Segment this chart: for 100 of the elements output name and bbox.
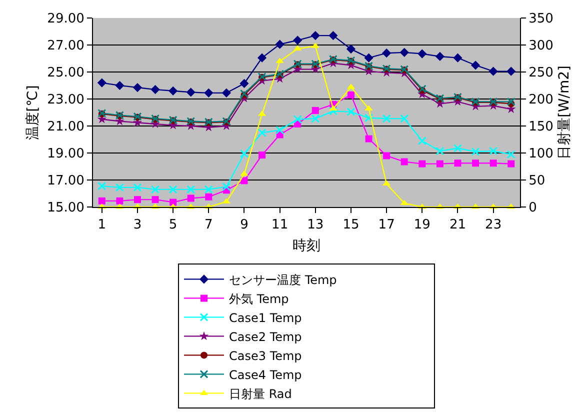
y2-tick-label: 200 [528,92,554,108]
x-axis-title: 時刻 [292,238,320,254]
point [240,78,249,88]
point [116,197,124,204]
point [258,152,266,159]
x-tick-label: 5 [168,218,178,233]
point [382,48,392,58]
x-tick-label: 21 [449,218,466,233]
point [506,66,516,76]
point [418,160,426,168]
y-tick-label: 15.00 [47,200,84,216]
y2-tick-label: 50 [528,174,546,189]
point [152,196,159,204]
point [418,49,427,58]
point [436,146,444,156]
point [400,158,408,166]
point [187,194,194,202]
point [400,114,409,123]
x-tick-label: 11 [272,218,288,233]
y-tick-label: 25.00 [47,66,84,81]
x-tick-label: 7 [204,218,213,233]
point [204,88,214,98]
y2-tick-label: 300 [528,38,554,54]
point [115,80,124,90]
point [151,185,160,194]
point [170,198,177,206]
y2-tick-label: 0 [528,200,537,216]
point [400,48,409,57]
y-tick-label: 27.00 [47,38,84,54]
point [418,136,426,146]
x-tick-label: 3 [133,218,142,233]
x-tick-label: 19 [414,218,430,233]
y-tick-label: 17.00 [47,174,84,189]
point [471,147,480,156]
point [453,53,462,62]
point [508,160,515,168]
point [435,52,444,62]
point [275,40,284,49]
x-tick-label: 23 [485,218,502,233]
point [328,106,338,116]
point [346,108,356,116]
point [257,53,267,62]
point [470,60,480,70]
y-tick-label: 21.00 [47,120,84,135]
point [436,160,444,168]
legend-label: 外気 Temp [229,292,289,306]
point [293,36,302,45]
point [294,45,302,51]
point [472,160,480,167]
x-tick-label: 9 [240,218,248,233]
point [204,185,213,194]
point [133,183,142,192]
point [312,106,319,114]
point [293,115,302,124]
point [490,160,497,167]
point [489,146,498,156]
point [365,135,372,142]
point [98,197,106,204]
legend-label: 日射量 Rad [229,386,292,401]
point [364,114,374,122]
point [311,114,320,123]
y2-axis-title: 日射量[W/m2] [556,65,573,160]
point [488,66,498,76]
point [382,114,391,123]
point [506,150,516,159]
point [328,31,338,40]
point [168,185,178,194]
point [346,44,356,54]
point [240,177,248,184]
point [240,149,248,158]
legend-label: Case2 Temp [229,330,302,344]
point [132,82,142,92]
point [97,78,106,88]
point [98,182,106,190]
point [383,152,390,160]
point [134,196,141,204]
y2-tick-label: 250 [528,66,554,81]
point [205,193,212,200]
point [115,183,124,192]
point [258,128,266,137]
point [382,180,391,186]
y-axis-title: 温度[℃] [24,85,41,140]
point [186,88,196,97]
point [506,97,516,106]
legend-label: センサー温度 Temp [229,272,337,287]
x-tick-label: 1 [98,218,106,233]
point [454,160,462,167]
y-tick-label: 19.00 [47,146,84,162]
point [222,182,231,191]
y2-tick-label: 100 [528,146,554,162]
point [310,31,320,40]
point [168,86,178,96]
legend-label: Case1 Temp [229,310,302,325]
y2-tick-label: 150 [528,120,554,135]
x-tick-label: 17 [378,218,395,233]
point [150,85,160,94]
point [186,185,196,194]
point [276,126,284,134]
legend-label: Case4 Temp [229,368,302,382]
point [453,144,462,153]
